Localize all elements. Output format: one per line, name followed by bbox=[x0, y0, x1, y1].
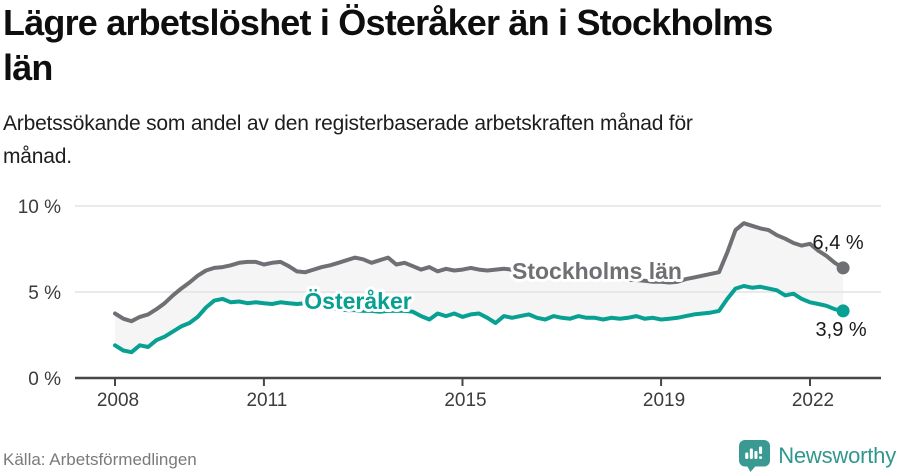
chart-subtitle-line1: Arbetssökande som andel av den registerb… bbox=[3, 112, 693, 135]
series-endpoint-dot bbox=[836, 261, 850, 275]
chart-title-line2: län bbox=[3, 47, 53, 88]
newsworthy-bars-icon bbox=[739, 440, 771, 472]
end-value-label: 3,9 % bbox=[816, 319, 867, 341]
brand-wordmark: Newsworthy bbox=[778, 443, 896, 468]
end-value-label: 6,4 % bbox=[813, 232, 864, 254]
x-tick-label: 2011 bbox=[246, 390, 287, 411]
source-note: Källa: Arbetsförmedlingen bbox=[3, 450, 197, 469]
x-tick-label: 2019 bbox=[643, 390, 685, 411]
series-line bbox=[113, 221, 846, 324]
x-tick-label: 2022 bbox=[792, 390, 834, 411]
chart-subtitle: Arbetssökande som andel av den registerb… bbox=[3, 107, 863, 173]
chart-title-line1: Lägre arbetslöshet i Österåker än i Stoc… bbox=[3, 2, 773, 43]
chart-subtitle-line2: månad. bbox=[3, 145, 72, 168]
x-tick-label: 2008 bbox=[97, 390, 139, 411]
y-tick-label: 5 % bbox=[28, 283, 61, 304]
chart-title: Lägre arbetslöshet i Österåker än i Stoc… bbox=[3, 0, 895, 90]
brand-logo: Newsworthy bbox=[739, 440, 896, 472]
x-tick-label: 2015 bbox=[444, 390, 486, 411]
series-label: Österåker bbox=[304, 288, 411, 314]
y-tick-label: 0 % bbox=[28, 369, 61, 390]
between-series-band bbox=[115, 223, 844, 353]
series-label: Stockholms län bbox=[512, 258, 682, 284]
series-line bbox=[113, 284, 846, 355]
y-tick-label: 10 % bbox=[18, 197, 61, 218]
series-endpoint-dot bbox=[836, 304, 850, 318]
